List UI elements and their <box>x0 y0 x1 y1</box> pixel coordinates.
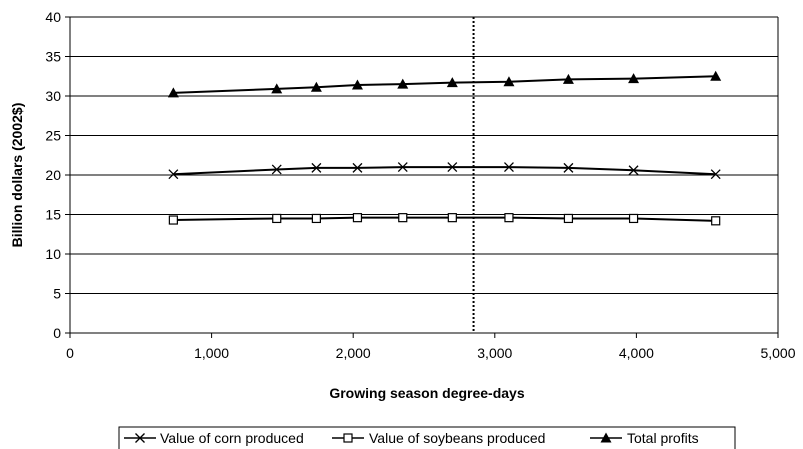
y-tick-label-35: 35 <box>45 49 61 65</box>
y-tick-label-30: 30 <box>45 88 61 104</box>
series-1-point-8 <box>628 213 639 224</box>
legend-marker-2 <box>600 432 612 443</box>
series-1-point-4 <box>398 213 408 223</box>
gridlines <box>70 16 779 333</box>
legend-entry-2: Total profits <box>590 430 699 446</box>
legend: Value of corn produced Value of soybeans … <box>118 426 736 449</box>
legend-entry-1: Value of soybeans produced <box>332 430 545 446</box>
series-1-point-3 <box>352 213 363 223</box>
series-1-point-1 <box>272 213 282 224</box>
series-0-point-7 <box>563 162 574 173</box>
y-tick-label-10: 10 <box>45 246 61 262</box>
series-group <box>167 70 722 226</box>
series-0-point-5 <box>447 162 458 173</box>
series-2 <box>167 70 722 98</box>
series-1-point-6 <box>504 213 514 223</box>
x-axis-ticks: 0 1,000 2,000 3,000 4,000 5,000 <box>66 333 796 361</box>
legend-label-1: Value of soybeans produced <box>369 430 545 446</box>
y-tick-label-0: 0 <box>53 325 61 341</box>
series-0 <box>168 162 721 180</box>
y-tick-label-40: 40 <box>45 9 61 25</box>
series-1 <box>168 213 721 226</box>
series-0-point-1 <box>271 164 282 175</box>
series-0-point-3 <box>352 162 363 173</box>
series-1-point-0 <box>168 215 178 225</box>
series-0-point-8 <box>628 165 639 176</box>
legend-label-0: Value of corn produced <box>160 430 304 446</box>
x-tick-label-4000: 4,000 <box>619 345 654 361</box>
legend-marker-0 <box>135 433 145 443</box>
y-tick-label-20: 20 <box>45 167 61 183</box>
series-0-point-6 <box>504 162 514 173</box>
series-0-point-2 <box>311 162 322 173</box>
series-2-point-5 <box>446 77 458 88</box>
series-1-point-7 <box>563 213 574 224</box>
series-2-line <box>173 75 716 94</box>
x-axis-title: Growing season degree-days <box>329 385 524 401</box>
series-2-point-4 <box>397 78 409 89</box>
y-axis-title: Billion dollars (2002$) <box>9 103 25 248</box>
x-tick-label-2000: 2,000 <box>336 345 371 361</box>
series-1-point-9 <box>711 216 721 226</box>
legend-box <box>118 426 736 449</box>
series-2-point-8 <box>628 73 640 84</box>
x-tick-label-0: 0 <box>66 345 74 361</box>
series-1-point-5 <box>447 213 457 223</box>
series-2-point-7 <box>562 73 574 84</box>
series-2-point-0 <box>167 87 179 98</box>
series-0-point-4 <box>397 162 408 173</box>
series-2-point-9 <box>710 70 722 81</box>
x-tick-label-5000: 5,000 <box>760 345 795 361</box>
legend-marker-1 <box>343 433 353 443</box>
y-tick-label-5: 5 <box>53 286 61 302</box>
series-0-point-9 <box>710 169 721 180</box>
legend-label-2: Total profits <box>627 430 699 446</box>
series-2-point-2 <box>310 81 322 92</box>
x-tick-label-3000: 3,000 <box>477 345 512 361</box>
x-tick-label-1000: 1,000 <box>194 345 229 361</box>
y-tick-label-25: 25 <box>45 128 61 144</box>
y-tick-label-15: 15 <box>45 207 61 223</box>
legend-entry-0: Value of corn produced <box>124 430 304 446</box>
y-axis-ticks: 0 5 10 15 20 25 30 35 40 <box>45 9 70 341</box>
series-2-point-3 <box>351 79 363 90</box>
series-2-point-6 <box>503 76 515 87</box>
series-1-line <box>173 216 716 222</box>
series-0-point-0 <box>168 169 179 180</box>
series-1-point-2 <box>311 213 321 224</box>
series-2-point-1 <box>271 83 283 94</box>
series-0-line <box>173 166 716 176</box>
